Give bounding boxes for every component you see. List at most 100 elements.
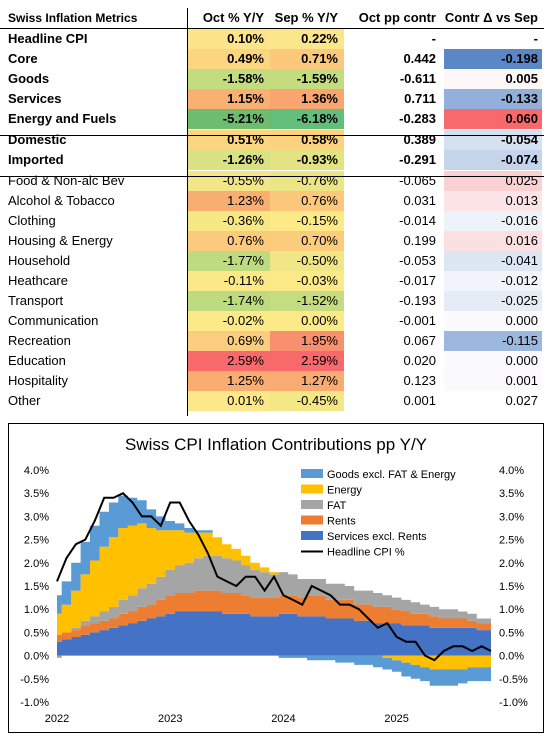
oct-contr-cell: -0.053 (399, 253, 436, 268)
oct-yoy-cell: 0.51% (188, 130, 270, 150)
row-label: Goods (8, 71, 50, 86)
legend-swatch (301, 531, 323, 540)
contr-delta-cell: 0.016 (444, 231, 542, 251)
row-label: Energy and Fuels (8, 111, 117, 126)
legend-label: Services excl. Rents (327, 531, 427, 543)
legend-label: Headline CPI % (327, 547, 405, 559)
contr-delta-cell: 0.027 (444, 391, 542, 411)
area-series-energy (57, 523, 491, 670)
sep-yoy-cell: -0.45% (270, 391, 344, 411)
inflation-metrics-table: Swiss Inflation Metrics Oct % Y/Y Sep % Y/… (0, 8, 554, 411)
oct-yoy-cell: 0.76% (188, 231, 270, 251)
header-rule (0, 28, 544, 29)
contr-delta-cell: -0.016 (444, 211, 542, 231)
row-label: Imported (8, 152, 64, 167)
y-tick-label-right: -0.5% (499, 674, 528, 686)
area-series-services-excl-rents (57, 611, 491, 656)
row-label: Transport (8, 293, 64, 308)
row-label: Other (8, 393, 41, 408)
oct-contr-cell: -0.291 (399, 152, 436, 167)
table-row: Alcohol & Tobacco 1.23% 0.76% 0.031 0.013 (0, 191, 554, 211)
x-tick-label: 2023 (158, 713, 182, 725)
contr-delta-cell: -0.054 (444, 130, 542, 150)
sep-yoy-cell: 1.36% (270, 89, 344, 109)
oct-yoy-cell: 0.01% (188, 391, 270, 411)
y-tick-label-left: -1.0% (20, 697, 49, 709)
row-label: Food & Non-alc Bev (8, 173, 125, 188)
row-label: Core (8, 51, 38, 66)
row-label: Services (8, 91, 62, 106)
oct-contr-cell: -0.193 (399, 293, 436, 308)
sep-yoy-cell: -1.52% (270, 291, 344, 311)
table-row: Food & Non-alc Bev -0.55% -0.76% -0.065 0.02… (0, 171, 554, 191)
oct-contr-cell: 0.711 (404, 91, 436, 106)
oct-yoy-cell: 0.10% (188, 29, 270, 49)
header-sep: Sep % Y/Y (274, 10, 338, 25)
contr-delta-cell: -0.025 (444, 291, 542, 311)
section-rule-2 (0, 176, 544, 177)
table-row: Domestic 0.51% 0.58% 0.389 -0.054 (0, 130, 554, 150)
sep-yoy-cell: 0.76% (270, 191, 344, 211)
row-label: Household (8, 253, 71, 268)
legend-swatch (301, 469, 323, 478)
table-header-row: Swiss Inflation Metrics Oct % Y/Y Sep % Y/… (0, 8, 554, 28)
oct-yoy-cell: -1.77% (188, 251, 270, 271)
table-row: Imported -1.26% -0.93% -0.291 -0.074 (0, 150, 554, 170)
oct-contr-cell: 0.031 (403, 193, 436, 208)
sep-yoy-cell: 0.70% (270, 231, 344, 251)
sep-yoy-cell: -0.93% (270, 150, 344, 170)
table-row: Heathcare -0.11% -0.03% -0.017 -0.012 (0, 271, 554, 291)
y-tick-label-left: 0.0% (24, 651, 49, 663)
oct-contr-cell: 0.067 (403, 333, 436, 348)
table-row: Hospitality 1.25% 1.27% 0.123 0.001 (0, 371, 554, 391)
row-label: Communication (8, 313, 99, 328)
sep-yoy-cell: 1.27% (270, 371, 344, 391)
y-tick-label-right: 4.0% (499, 465, 524, 477)
oct-yoy-cell: -1.74% (188, 291, 270, 311)
contr-delta-cell: -0.198 (444, 49, 542, 69)
contr-delta-cell: 0.001 (444, 371, 542, 391)
y-tick-label-left: 3.0% (24, 511, 49, 523)
oct-contr-cell: -0.001 (399, 313, 436, 328)
contributions-chart: Swiss CPI Inflation Contributions pp Y/Y… (20, 435, 528, 725)
table-row: Services 1.15% 1.36% 0.711 -0.133 (0, 89, 554, 109)
oct-contr-cell: 0.389 (403, 132, 436, 147)
y-tick-label-left: 2.5% (24, 535, 49, 547)
table-row: Housing & Energy 0.76% 0.70% 0.199 0.016 (0, 231, 554, 251)
area-series-fat (57, 555, 491, 658)
sep-yoy-cell: -6.18% (270, 109, 344, 129)
oct-yoy-cell: 2.59% (188, 351, 270, 371)
oct-yoy-cell: -0.11% (188, 271, 270, 291)
sep-yoy-cell: 1.95% (270, 331, 344, 351)
y-tick-label-right: 1.5% (499, 581, 524, 593)
oct-yoy-cell: -0.55% (188, 171, 270, 191)
header-label: Swiss Inflation Metrics (8, 11, 138, 25)
table-row: Other 0.01% -0.45% 0.001 0.027 (0, 391, 554, 411)
oct-contr-cell: -0.283 (399, 111, 436, 126)
y-tick-label-left: -0.5% (20, 674, 49, 686)
oct-yoy-cell: 1.25% (188, 371, 270, 391)
contr-delta-cell: -0.012 (444, 271, 542, 291)
sep-yoy-cell: -0.03% (270, 271, 344, 291)
table-row: Transport -1.74% -1.52% -0.193 -0.025 (0, 291, 554, 311)
row-label: Headline CPI (8, 31, 88, 46)
y-tick-label-left: 1.0% (24, 604, 49, 616)
sep-yoy-cell: -0.15% (270, 211, 344, 231)
y-tick-label-right: 2.5% (499, 535, 524, 547)
contr-delta-cell: 0.000 (444, 311, 542, 331)
oct-yoy-cell: -1.26% (188, 150, 270, 170)
sep-yoy-cell: 2.59% (270, 351, 344, 371)
x-tick-label: 2022 (45, 713, 69, 725)
row-label: Hospitality (8, 373, 68, 388)
table-row: Goods -1.58% -1.59% -0.611 0.005 (0, 69, 554, 89)
contr-delta-cell: - (444, 29, 542, 49)
oct-yoy-cell: 1.23% (188, 191, 270, 211)
x-tick-label: 2024 (271, 713, 295, 725)
oct-contr-cell: -0.611 (399, 71, 436, 86)
contr-delta-cell: -0.074 (444, 150, 542, 170)
chart-title: Swiss CPI Inflation Contributions pp Y/Y (125, 435, 427, 454)
contr-delta-cell: -0.133 (444, 89, 542, 109)
sep-yoy-cell: 0.00% (270, 311, 344, 331)
chart-frame: Swiss CPI Inflation Contributions pp Y/Y… (8, 423, 544, 733)
oct-yoy-cell: 1.15% (188, 89, 270, 109)
